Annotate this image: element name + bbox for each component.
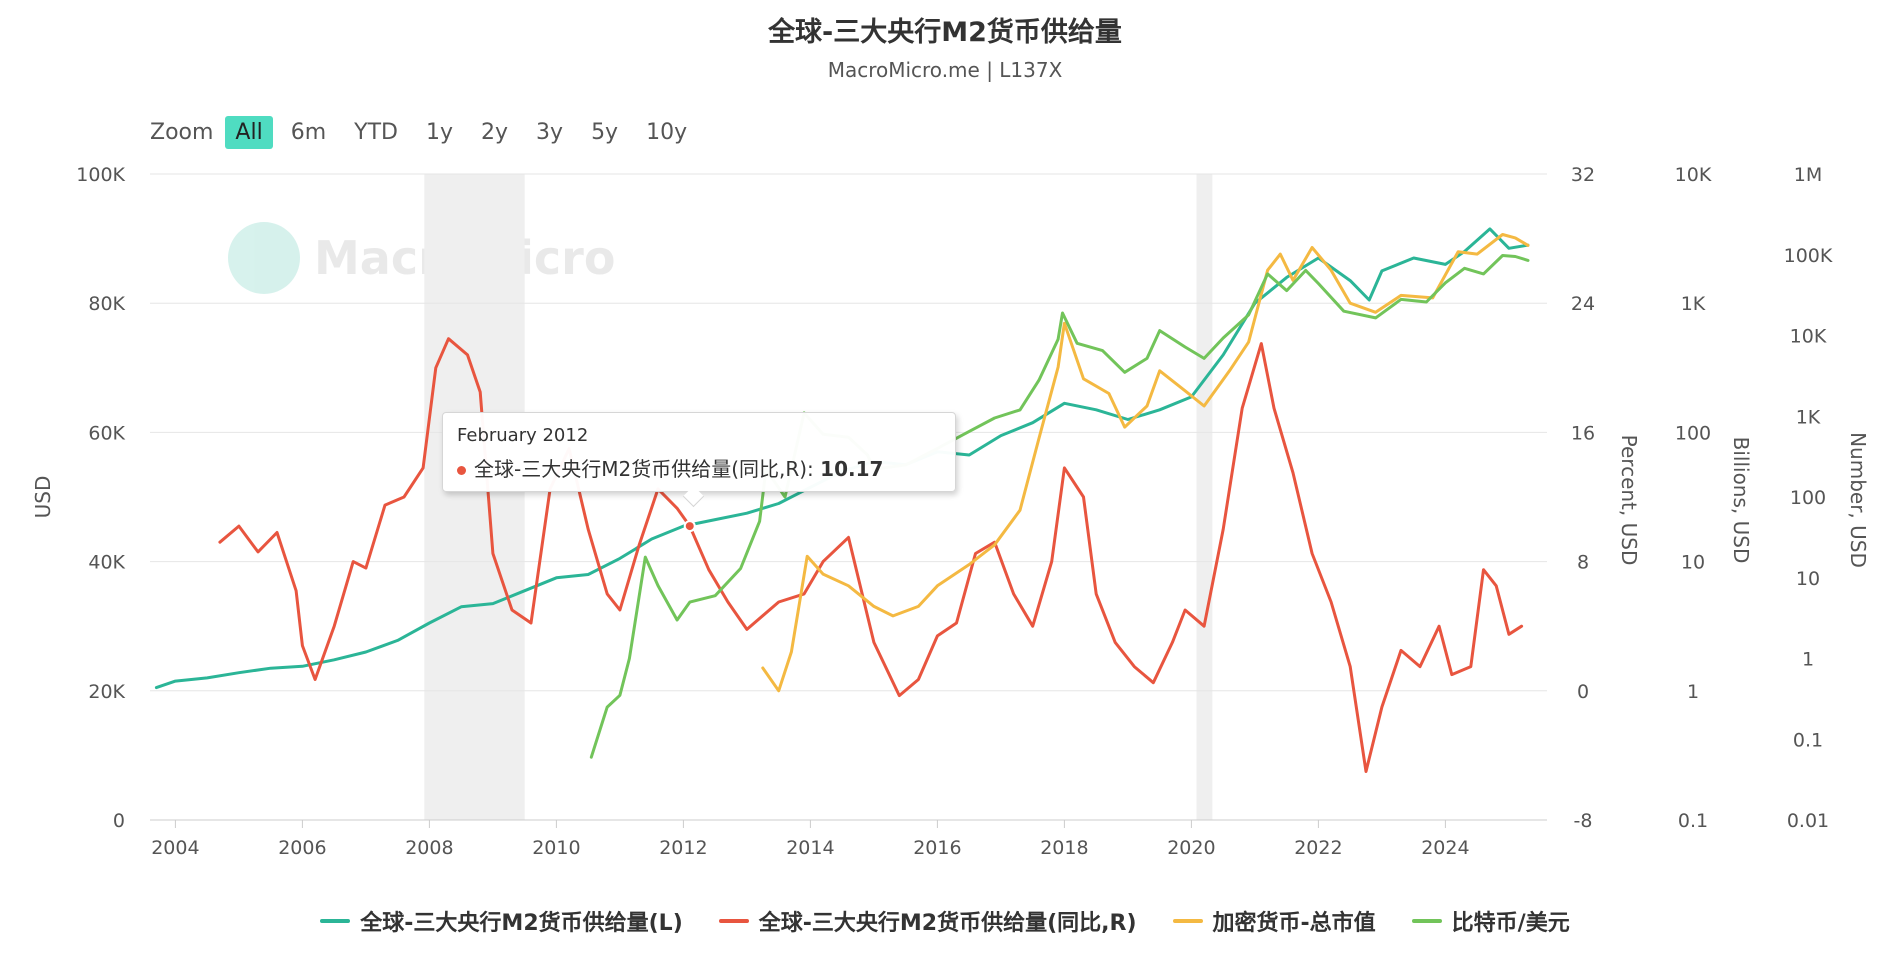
legend-swatch: [718, 919, 749, 923]
x-tick-label: 2012: [659, 837, 707, 859]
legend: 全球-三大央行M2货币供给量(L) 全球-三大央行M2货币供给量(同比,R) 加密货…: [0, 905, 1890, 937]
y-right2-tick-label: 0.1: [1678, 810, 1708, 832]
tooltip: February 2012 全球-三大央行M2货币供给量(同比,R): 10.1…: [442, 412, 956, 492]
tooltip-series-name: 全球-三大央行M2货币供给量(同比,R):: [474, 457, 814, 481]
y-left-tick-label: 20K: [88, 681, 125, 703]
zoom-3y-button[interactable]: 3y: [536, 119, 564, 145]
y-right1-tick-label: 32: [1571, 164, 1595, 186]
x-tick-label: 2024: [1421, 837, 1469, 859]
y-right1-tick-label: -8: [1574, 810, 1593, 832]
y-right2-axis-title: Billions, USD: [1729, 437, 1753, 564]
legend-label: 比特币/美元: [1451, 911, 1570, 936]
legend-swatch: [320, 919, 351, 923]
y-left-axis-title: USD: [31, 476, 55, 519]
chart-subtitle: MacroMicro.me | L137X: [827, 58, 1063, 82]
x-tick-label: 2020: [1167, 837, 1215, 859]
zoom-10y-button[interactable]: 10y: [646, 119, 688, 145]
y-left-tick-label: 80K: [88, 293, 125, 315]
y-right3-tick-label: 1: [1802, 649, 1814, 671]
x-tick-label: 2022: [1294, 837, 1342, 859]
legend-swatch: [1172, 919, 1203, 923]
y-right3-tick-label: 10K: [1790, 326, 1827, 348]
x-tick-label: 2010: [532, 837, 580, 859]
y-right2-tick-label: 100: [1675, 422, 1711, 444]
series-line-1: [218, 337, 1524, 773]
zoom-bar: Zoom All 6m YTD 1y 2y 3y 5y 10y: [150, 112, 705, 152]
x-tick-label: 2016: [913, 837, 961, 859]
y-left-tick-label: 0: [113, 810, 125, 832]
y-right1-tick-label: 16: [1571, 422, 1595, 444]
y-left-tick-label: 60K: [88, 422, 125, 444]
y-right1-axis-title: Percent, USD: [1617, 435, 1641, 566]
x-tick-label: 2006: [278, 837, 326, 859]
y-right2-tick-label: 10K: [1675, 164, 1712, 186]
recession-band-0: [424, 174, 525, 820]
zoom-6m-button[interactable]: 6m: [290, 119, 327, 145]
y-right3-tick-label: 1M: [1794, 164, 1822, 186]
x-tick-label: 2008: [405, 837, 453, 859]
macromicro-logo-icon: [228, 222, 300, 294]
y-right1-tick-label: 8: [1577, 552, 1589, 574]
legend-label: 全球-三大央行M2货币供给量(L): [360, 911, 683, 936]
legend-item-3[interactable]: 比特币/美元: [1411, 905, 1570, 937]
zoom-1y-button[interactable]: 1y: [425, 119, 453, 145]
zoom-ytd-button[interactable]: YTD: [354, 119, 398, 145]
hover-marker: [683, 520, 696, 533]
series-line-3: [589, 254, 1530, 759]
y-right1-tick-label: 0: [1577, 681, 1589, 703]
legend-label: 加密货币-总市值: [1212, 911, 1376, 936]
y-right2-tick-label: 1K: [1681, 293, 1706, 315]
zoom-all-button[interactable]: All: [225, 115, 273, 149]
legend-label: 全球-三大央行M2货币供给量(同比,R): [758, 911, 1137, 936]
y-left-tick-label: 40K: [88, 552, 125, 574]
recession-band-1: [1196, 174, 1213, 820]
y-right1-tick-label: 24: [1571, 293, 1595, 315]
chart-title: 全球-三大央行M2货币供给量: [768, 17, 1122, 48]
tooltip-date: February 2012: [457, 425, 589, 446]
tooltip-value: 10.17: [820, 457, 884, 481]
tooltip-row: 全球-三大央行M2货币供给量(同比,R): 10.17: [457, 453, 883, 482]
x-tick-label: 2014: [786, 837, 834, 859]
zoom-2y-button[interactable]: 2y: [481, 119, 509, 145]
x-tick-label: 2018: [1040, 837, 1088, 859]
y-right3-tick-label: 0.1: [1793, 729, 1823, 751]
legend-item-1[interactable]: 全球-三大央行M2货币供给量(同比,R): [718, 905, 1137, 937]
legend-item-2[interactable]: 加密货币-总市值: [1172, 905, 1376, 937]
y-right2-tick-label: 10: [1681, 552, 1705, 574]
tooltip-series-dot: [457, 466, 466, 475]
y-right3-tick-label: 1K: [1796, 406, 1821, 428]
series-line-2: [761, 233, 1530, 693]
x-tick-label: 2004: [151, 837, 199, 859]
y-right3-tick-label: 10: [1796, 568, 1820, 590]
legend-item-0[interactable]: 全球-三大央行M2货币供给量(L): [320, 905, 683, 937]
y-right3-axis-title: Number, USD: [1846, 432, 1870, 568]
zoom-5y-button[interactable]: 5y: [591, 119, 619, 145]
y-right2-tick-label: 1: [1687, 681, 1699, 703]
legend-swatch: [1411, 919, 1442, 923]
y-right3-tick-label: 0.01: [1787, 810, 1829, 832]
zoom-label: Zoom: [150, 119, 214, 145]
y-right3-tick-label: 100K: [1784, 245, 1833, 267]
y-left-tick-label: 100K: [76, 164, 125, 186]
y-right3-tick-label: 100: [1790, 487, 1826, 509]
